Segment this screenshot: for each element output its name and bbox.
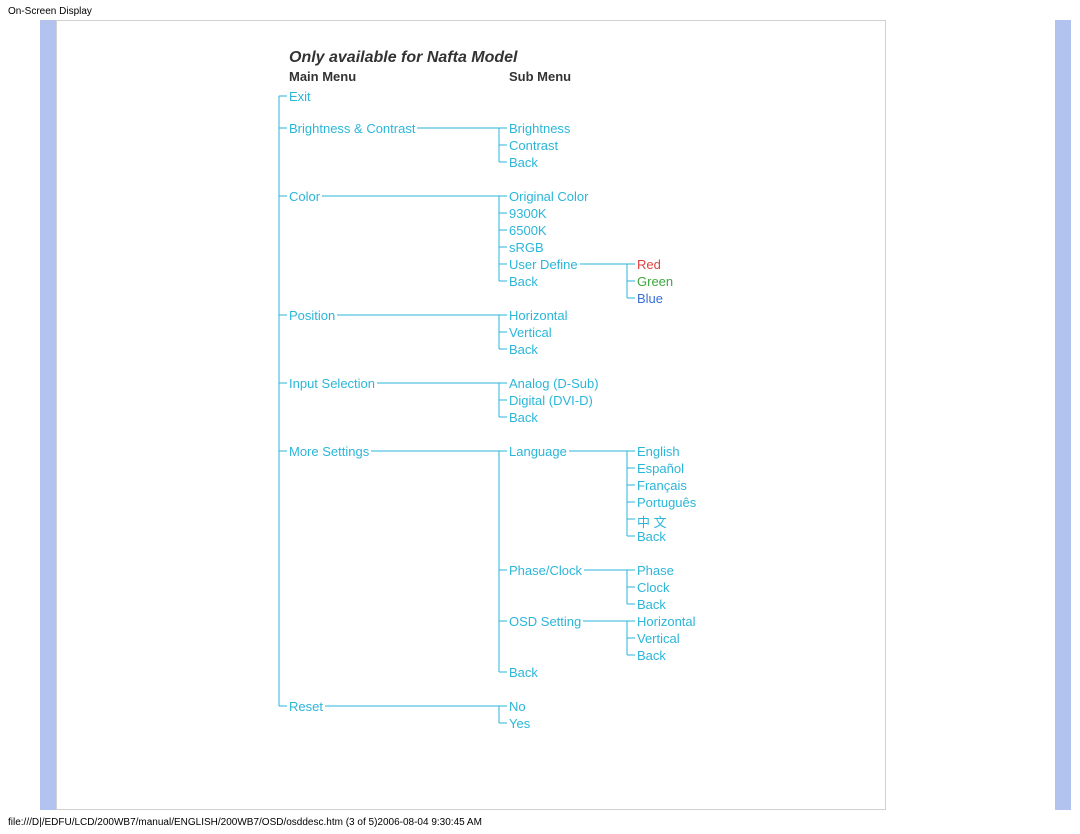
menu-item: OSD Setting bbox=[509, 614, 581, 629]
decorative-bar-right bbox=[1055, 20, 1071, 810]
menu-item: English bbox=[637, 444, 680, 459]
menu-item: Horizontal bbox=[637, 614, 696, 629]
decorative-bar-left bbox=[40, 20, 56, 810]
menu-item: 9300K bbox=[509, 206, 547, 221]
menu-item: No bbox=[509, 699, 526, 714]
main-menu-header: Main Menu bbox=[289, 69, 356, 84]
menu-item: Language bbox=[509, 444, 567, 459]
menu-item: Vertical bbox=[509, 325, 552, 340]
menu-item: Français bbox=[637, 478, 687, 493]
menu-item: Back bbox=[509, 274, 538, 289]
menu-item: Clock bbox=[637, 580, 670, 595]
sub-menu-header: Sub Menu bbox=[509, 69, 571, 84]
menu-item: Vertical bbox=[637, 631, 680, 646]
content-frame: Only available for Nafta Model Main Menu… bbox=[56, 20, 886, 810]
menu-item: Color bbox=[289, 189, 320, 204]
menu-item: Back bbox=[637, 648, 666, 663]
menu-item: Back bbox=[509, 665, 538, 680]
page-header: On-Screen Display bbox=[8, 6, 92, 17]
menu-item: More Settings bbox=[289, 444, 369, 459]
menu-item: Analog (D-Sub) bbox=[509, 376, 599, 391]
menu-item: Português bbox=[637, 495, 696, 510]
menu-item: Back bbox=[509, 342, 538, 357]
menu-item: Green bbox=[637, 274, 673, 289]
menu-item: User Define bbox=[509, 257, 578, 272]
menu-item: Reset bbox=[289, 699, 323, 714]
menu-item: Back bbox=[637, 597, 666, 612]
menu-item: Brightness & Contrast bbox=[289, 121, 415, 136]
menu-item: Back bbox=[637, 529, 666, 544]
menu-item: sRGB bbox=[509, 240, 544, 255]
menu-item: Contrast bbox=[509, 138, 558, 153]
title-italic: Only available for Nafta Model bbox=[289, 49, 518, 67]
menu-item: Back bbox=[509, 410, 538, 425]
menu-item: Position bbox=[289, 308, 335, 323]
menu-item: Phase bbox=[637, 563, 674, 578]
menu-item: Horizontal bbox=[509, 308, 568, 323]
menu-item: Blue bbox=[637, 291, 663, 306]
menu-item: Exit bbox=[289, 89, 311, 104]
menu-item: Yes bbox=[509, 716, 530, 731]
tree-lines bbox=[57, 21, 887, 811]
menu-item: Español bbox=[637, 461, 684, 476]
menu-item: Brightness bbox=[509, 121, 570, 136]
page-footer: file:///D|/EDFU/LCD/200WB7/manual/ENGLIS… bbox=[8, 817, 482, 828]
menu-item: Phase/Clock bbox=[509, 563, 582, 578]
menu-item: Red bbox=[637, 257, 661, 272]
menu-item: 6500K bbox=[509, 223, 547, 238]
menu-item: Digital (DVI-D) bbox=[509, 393, 593, 408]
menu-item: Original Color bbox=[509, 189, 588, 204]
menu-item: Input Selection bbox=[289, 376, 375, 391]
menu-item: Back bbox=[509, 155, 538, 170]
